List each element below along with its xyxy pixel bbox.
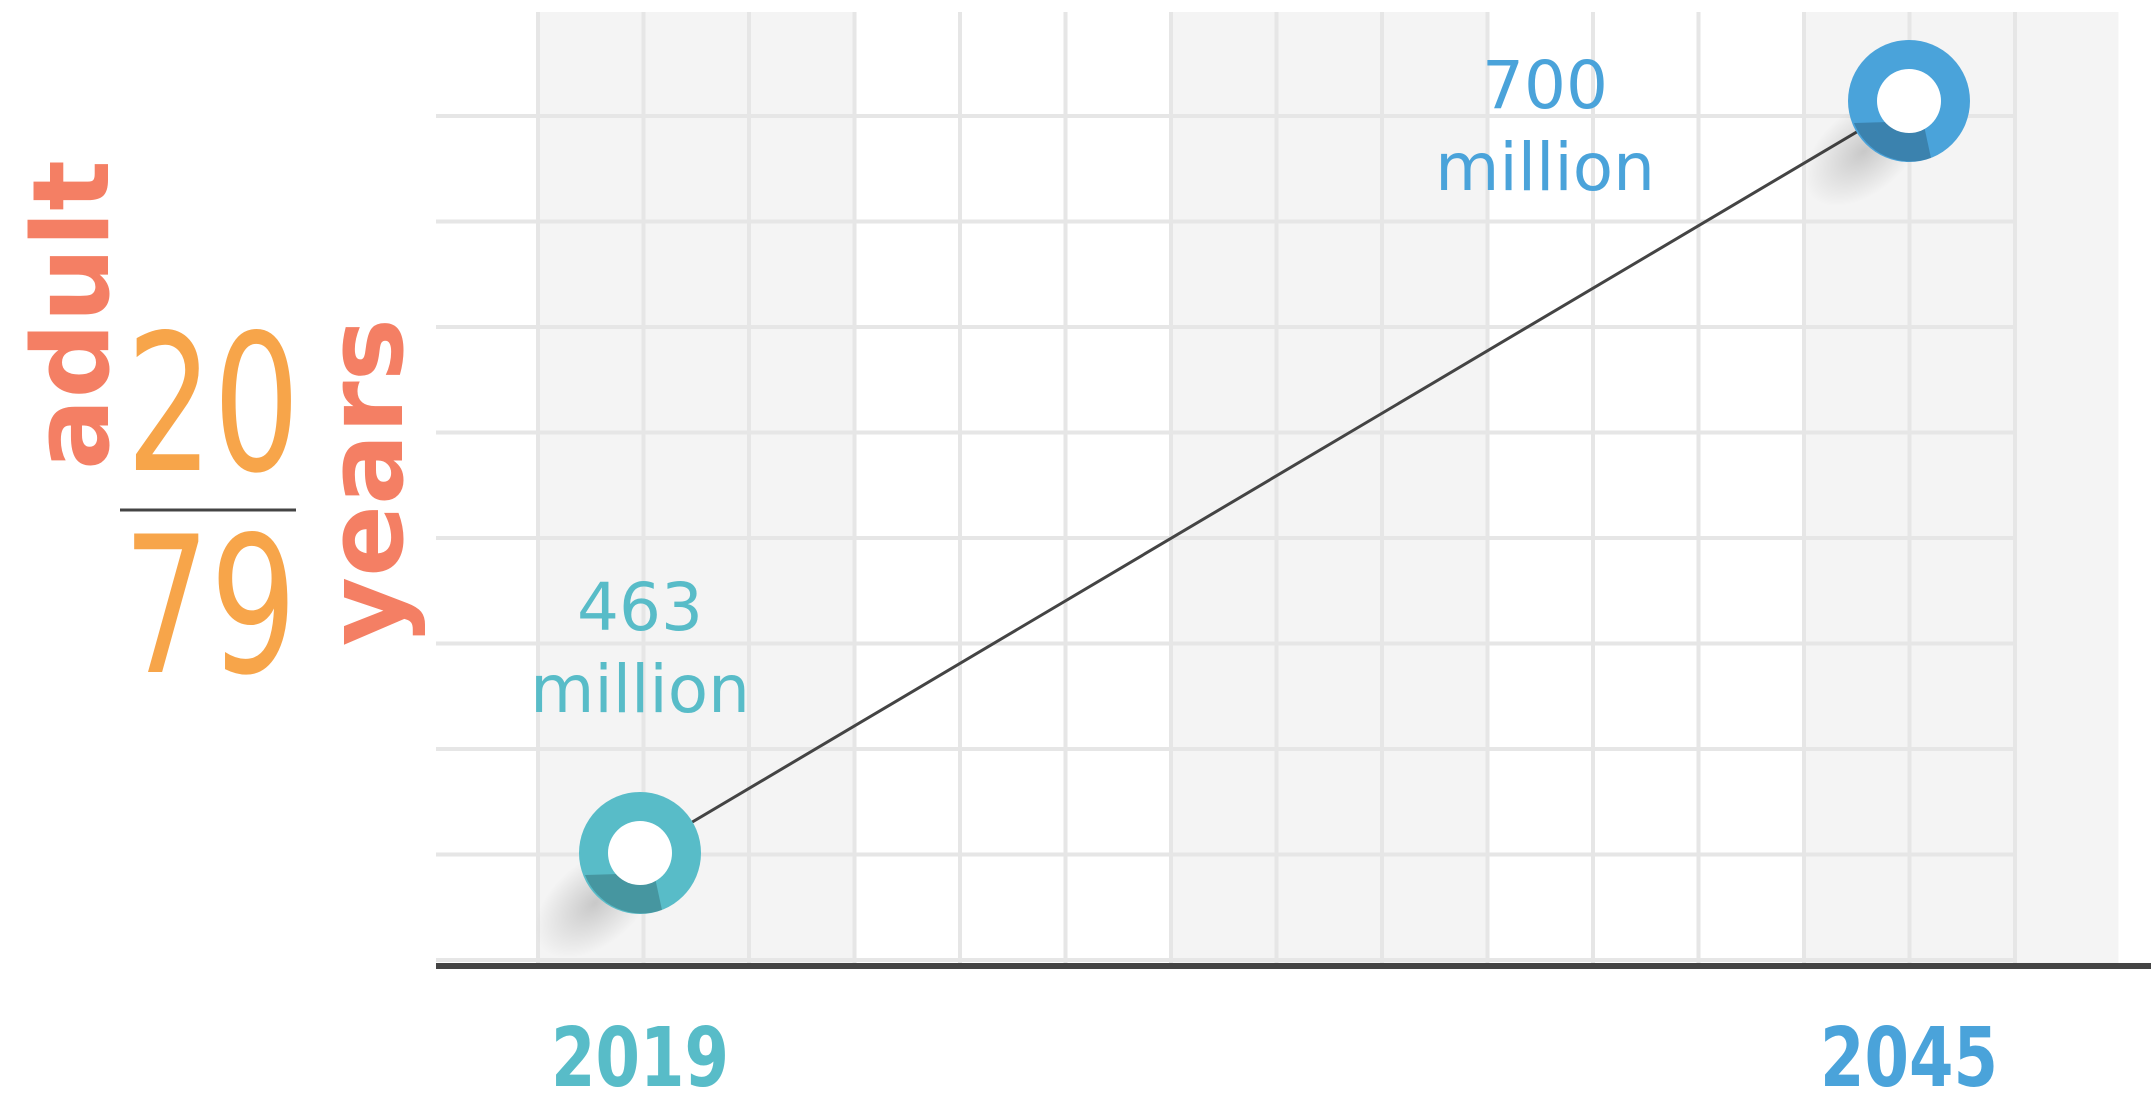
x-tick-labels: 2019 2045 bbox=[551, 1011, 1998, 1094]
data-point-2045 bbox=[1803, 40, 1970, 207]
grid-lines bbox=[436, 12, 2017, 966]
grid-band bbox=[854, 12, 1171, 966]
y-label-adult: adult bbox=[10, 160, 133, 470]
data-label-value: 700 bbox=[1482, 47, 1608, 124]
data-point-2019 bbox=[534, 792, 701, 959]
point-hole bbox=[1877, 69, 1941, 133]
series-line bbox=[639, 99, 1910, 855]
y-label-range-top-visible: 20 bbox=[126, 294, 300, 516]
data-label-unit: million bbox=[530, 651, 750, 728]
grid-band bbox=[1170, 12, 1487, 966]
x-tick-label-2045: 2045 bbox=[1820, 1011, 1998, 1094]
grid-band bbox=[1486, 12, 1803, 966]
point-hole bbox=[608, 821, 672, 885]
plot-bands bbox=[538, 12, 2119, 966]
data-points bbox=[534, 40, 1970, 959]
y-label-range-bottom: 79 bbox=[123, 496, 297, 718]
x-tick-label-2019: 2019 bbox=[551, 1011, 729, 1094]
data-label-unit: million bbox=[1435, 129, 1655, 206]
grid-band bbox=[538, 12, 855, 966]
y-label-years: years bbox=[304, 318, 427, 646]
data-label-value: 463 bbox=[577, 569, 703, 646]
